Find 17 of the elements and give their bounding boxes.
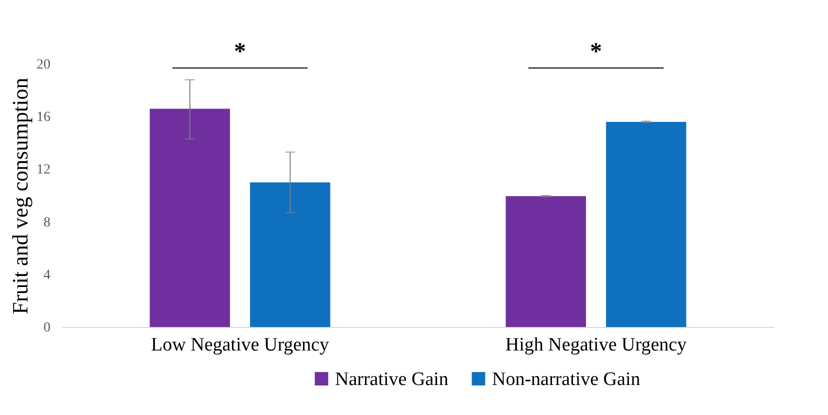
y-tick-label: 20	[36, 58, 50, 72]
annotation: *	[234, 39, 246, 65]
bar	[606, 122, 686, 327]
annotation: *	[590, 39, 602, 65]
bar	[250, 182, 330, 327]
bar	[150, 108, 230, 327]
x-tick-label: Low Negative Urgency	[151, 334, 330, 356]
y-tick-label: 16	[36, 110, 50, 126]
bar	[506, 196, 586, 327]
legend-label: Narrative Gain	[335, 368, 449, 390]
x-tick-label: High Negative Urgency	[505, 334, 688, 356]
y-tick-label: 0	[44, 320, 50, 336]
y-tick-label: 4	[44, 268, 50, 283]
y-tick-label: 8	[44, 215, 50, 230]
legend-label: Non-narrative Gain	[492, 368, 641, 390]
y-axis-title: Fruit and veg consumption	[8, 78, 32, 314]
y-tick-label: 12	[36, 162, 50, 178]
